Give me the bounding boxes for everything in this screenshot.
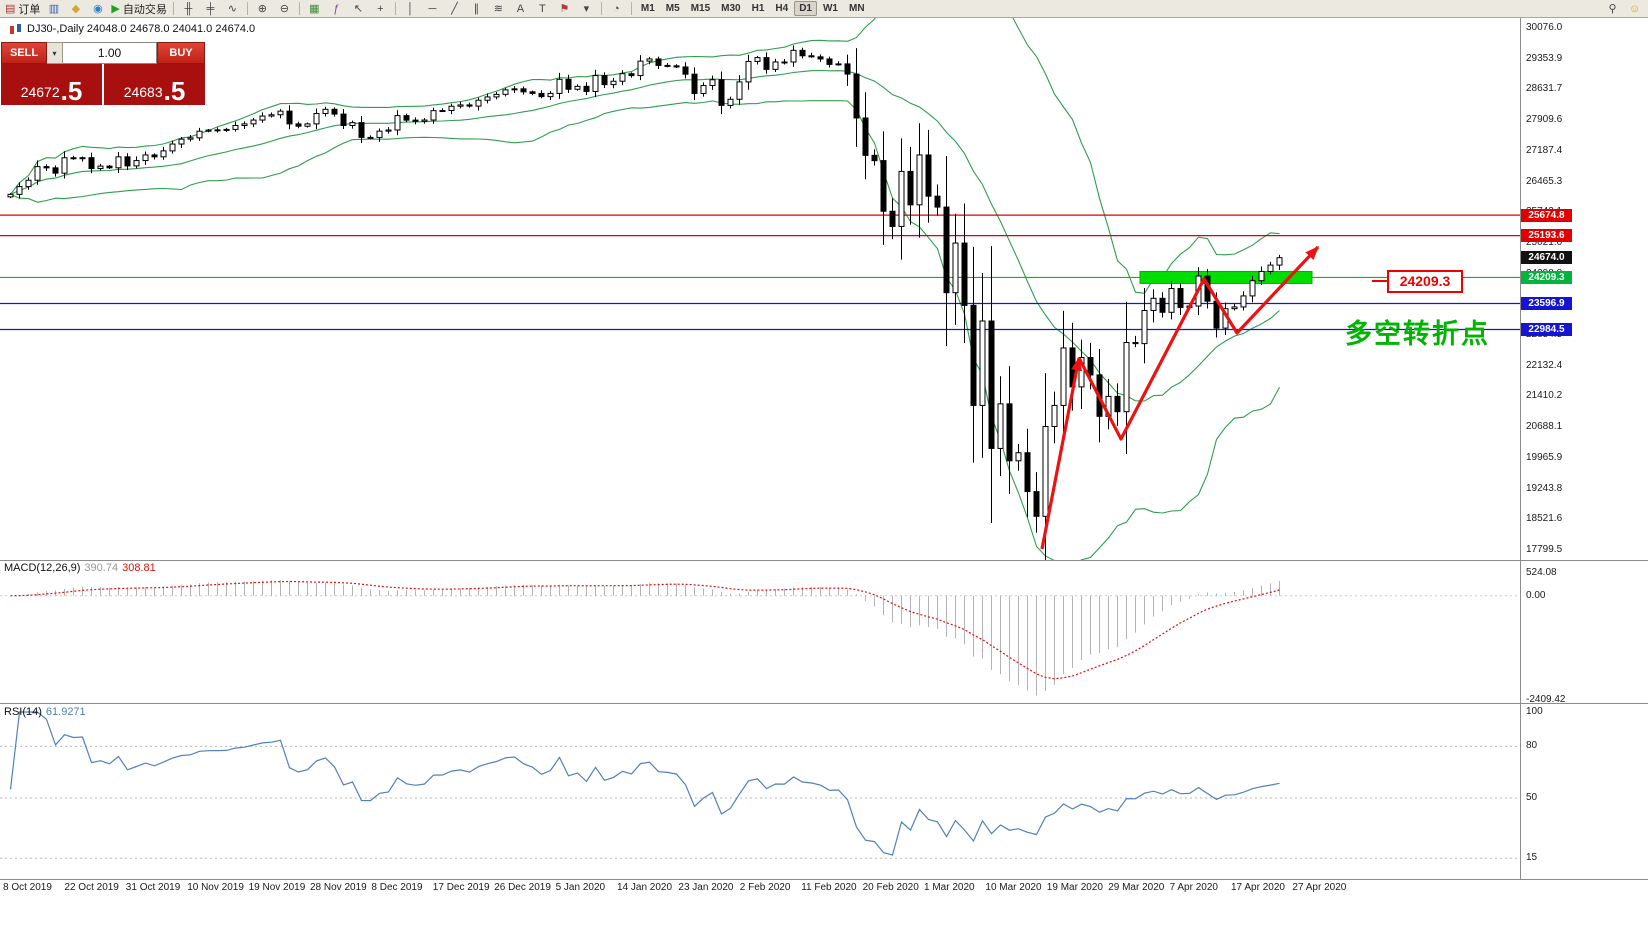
fibonacci-icon: ≋ — [493, 2, 503, 15]
toolbar-separator — [172, 2, 174, 15]
cursor-icon[interactable]: ↖ — [348, 1, 369, 17]
horizontal-line-icon[interactable]: ─ — [422, 1, 443, 17]
arrows-icon: ⚑ — [559, 2, 570, 15]
objects-dropdown-icon: ▾ — [583, 2, 590, 15]
vertical-line-icon[interactable]: │ — [400, 1, 421, 17]
profiles-icon[interactable]: ▥ — [43, 1, 64, 17]
toolbar-separator — [600, 2, 602, 15]
candlestick-chart-icon[interactable]: ╪ — [200, 1, 221, 17]
timeframe-w1[interactable]: W1 — [822, 3, 838, 14]
buy-price-frac: .5 — [163, 75, 186, 106]
timeframe-m15[interactable]: M15 — [690, 3, 711, 14]
text-label-icon[interactable]: T — [532, 1, 553, 17]
autotrading-button[interactable]: ▶ 自动交易 — [109, 1, 168, 17]
timeframe-m30[interactable]: M30 — [721, 3, 741, 14]
fibonacci-icon[interactable]: ≋ — [488, 1, 509, 17]
buy-price-panel[interactable]: 24683.5 — [104, 64, 205, 105]
sell-button[interactable]: SELL — [1, 42, 47, 64]
objects-dropdown-icon[interactable]: ▾ — [576, 1, 597, 17]
autotrading-button: ▶ — [111, 2, 120, 15]
search-icon: ⚲ — [1608, 2, 1617, 15]
indicators-icon[interactable]: ƒ — [326, 1, 347, 17]
zoom-out-icon[interactable]: ⊖ — [274, 1, 295, 17]
toolbar-separator — [630, 2, 632, 15]
community-icon[interactable]: ☺ — [1624, 1, 1645, 17]
bar-chart-icon[interactable]: ╫ — [178, 1, 199, 17]
alerts-icon: ◆ — [71, 2, 81, 15]
crosshair-icon[interactable]: + — [370, 1, 391, 17]
chart-tab-icon — [10, 24, 21, 34]
profiles-icon: ▥ — [48, 2, 60, 15]
timeframe-h4[interactable]: H4 — [775, 3, 789, 14]
timeframe-m1[interactable]: M1 — [640, 3, 655, 14]
period-icon: ◔ — [613, 2, 620, 15]
sell-price-frac: .5 — [60, 75, 83, 106]
trendline-icon[interactable]: ╱ — [444, 1, 465, 17]
cursor-icon: ↖ — [353, 2, 363, 15]
zoom-in-icon: ⊕ — [257, 2, 267, 15]
new-order-button: ▤ — [5, 2, 16, 15]
toolbar: ▤ 订单 ▥ ◆ ◉ ▶ 自动交易 ╫ ╪ ∿ ⊕ ⊖ ▦ ƒ ↖ + │ ─ ╱ ∥ ≋ A T ⚑ ▾ ◔ M1 M5 M15 M30… — [0, 0, 1648, 18]
zoom-in-icon[interactable]: ⊕ — [252, 1, 273, 17]
new-order-button[interactable]: ▤ 订单 — [3, 1, 42, 17]
line-chart-icon[interactable]: ∿ — [222, 1, 243, 17]
sell-price-main: 24672 — [20, 84, 60, 100]
text-label-icon: T — [539, 2, 546, 15]
crosshair-icon: + — [377, 2, 384, 15]
toolbar-separator — [394, 2, 396, 15]
timeframe-h1[interactable]: H1 — [751, 3, 765, 14]
text-icon: A — [516, 2, 525, 15]
period-icon[interactable]: ◔ — [606, 1, 627, 17]
buy-price-main: 24683 — [123, 84, 163, 100]
channel-icon[interactable]: ∥ — [466, 1, 487, 17]
channel-icon: ∥ — [473, 2, 480, 15]
arrows-icon[interactable]: ⚑ — [554, 1, 575, 17]
timeframe-m5[interactable]: M5 — [665, 3, 680, 14]
timeframe-d1[interactable]: D1 — [794, 1, 817, 16]
bar-chart-icon: ╫ — [184, 2, 193, 15]
help-icon: ◉ — [93, 2, 103, 15]
vertical-line-icon: │ — [406, 2, 414, 15]
candlestick-chart-icon: ╪ — [206, 2, 215, 15]
community-icon: ☺ — [1628, 2, 1641, 15]
buy-button[interactable]: BUY — [157, 42, 205, 64]
horizontal-line-icon: ─ — [428, 2, 437, 15]
price-level-annotation[interactable]: 24209.3 — [1387, 270, 1463, 293]
help-icon[interactable]: ◉ — [87, 1, 108, 17]
tile-windows-icon[interactable]: ▦ — [304, 1, 325, 17]
turning-point-text[interactable]: 多空转折点 — [1345, 319, 1490, 349]
new-order-button-label: 订单 — [18, 3, 41, 16]
volume-dropdown-icon[interactable]: ▾ — [47, 42, 63, 64]
sell-price-panel[interactable]: 24672.5 — [1, 64, 102, 105]
search-icon[interactable]: ⚲ — [1602, 1, 1623, 17]
one-click-trade-panel: SELL ▾ 1.00 BUY 24672.5 24683.5 — [1, 42, 205, 105]
zoom-out-icon: ⊖ — [279, 2, 289, 15]
rsi-label: RSI(14) 61.9271 — [4, 706, 86, 718]
autotrading-button-label: 自动交易 — [122, 3, 167, 16]
trendline-icon: ╱ — [451, 2, 458, 15]
text-icon[interactable]: A — [510, 1, 531, 17]
volume-input[interactable]: 1.00 — [63, 42, 157, 64]
alerts-icon[interactable]: ◆ — [65, 1, 86, 17]
timeframe-mn[interactable]: MN — [848, 3, 865, 14]
indicators-icon: ƒ — [333, 2, 340, 15]
toolbar-separator — [298, 2, 300, 15]
macd-label: MACD(12,26,9) 390.74 308.81 — [4, 562, 156, 574]
toolbar-separator — [246, 2, 248, 15]
chart-title: DJ30-,Daily 24048.0 24678.0 24041.0 2467… — [27, 23, 256, 35]
line-chart-icon: ∿ — [227, 2, 237, 15]
tile-windows-icon: ▦ — [309, 2, 320, 15]
